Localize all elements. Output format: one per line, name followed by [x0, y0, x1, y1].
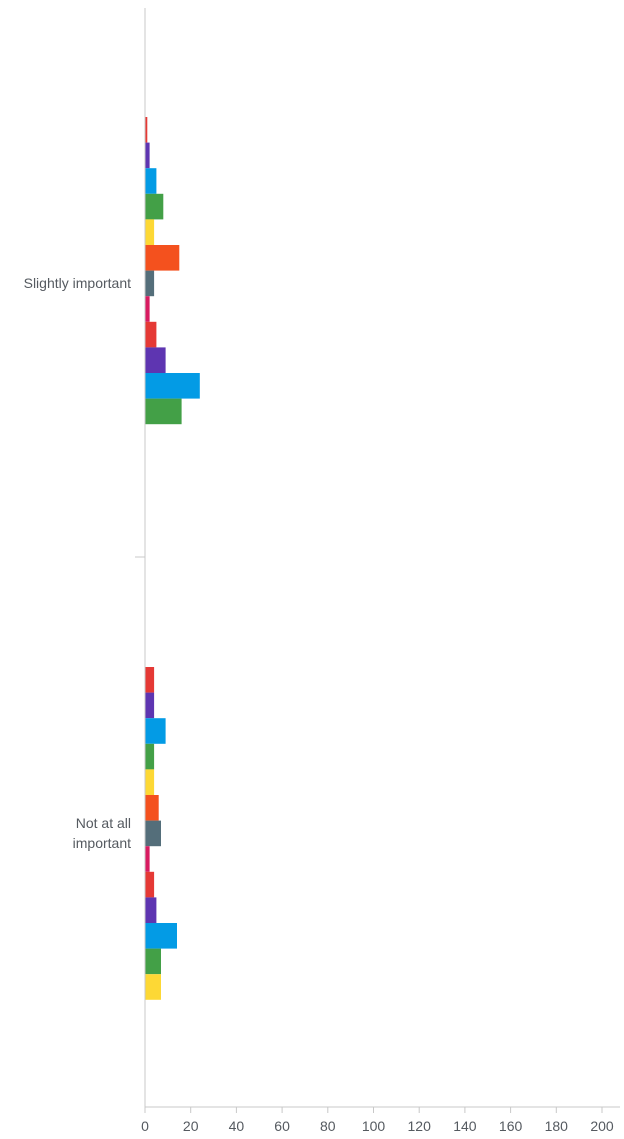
- bars-layer: [145, 117, 200, 1000]
- x-tick-label: 120: [408, 1118, 432, 1134]
- category-label: Not at all important: [73, 815, 131, 851]
- x-tick-label: 20: [183, 1118, 199, 1134]
- category-label: Slightly important: [24, 275, 131, 291]
- bar: [145, 373, 200, 399]
- bar: [145, 321, 157, 348]
- bar: [145, 871, 155, 898]
- bar: [145, 948, 161, 975]
- bar: [145, 897, 157, 923]
- labels-layer: 0 20 40 60 80 100 120 140 160 180 200 Slightly impo…: [24, 275, 614, 1134]
- bar: [145, 718, 166, 744]
- bar: [145, 219, 155, 245]
- bar: [145, 820, 161, 847]
- bar: [145, 245, 180, 271]
- bar: [145, 846, 150, 872]
- x-tick-label: 200: [590, 1118, 614, 1134]
- bar: [145, 667, 155, 693]
- bar: [145, 117, 148, 143]
- bar: [145, 923, 177, 949]
- bar: [145, 347, 166, 373]
- axes-layer: [135, 8, 620, 1113]
- bar: [145, 270, 155, 297]
- bar: [145, 795, 159, 821]
- x-tick-label: 0: [141, 1118, 149, 1134]
- bar: [145, 168, 157, 194]
- x-tick-label: 160: [499, 1118, 523, 1134]
- x-tick-label: 80: [320, 1118, 336, 1134]
- x-tick-label: 100: [362, 1118, 386, 1134]
- bar: [145, 743, 155, 770]
- bar: [145, 692, 155, 719]
- x-tick-label: 140: [453, 1118, 477, 1134]
- bar: [145, 142, 150, 169]
- bar: [145, 193, 164, 220]
- bar: [145, 296, 150, 322]
- bar: [145, 769, 155, 795]
- bar: [145, 398, 182, 425]
- bar: [145, 974, 161, 1000]
- x-tick-label: 40: [229, 1118, 245, 1134]
- x-tick-label: 180: [545, 1118, 569, 1134]
- x-tick-label: 60: [274, 1118, 290, 1134]
